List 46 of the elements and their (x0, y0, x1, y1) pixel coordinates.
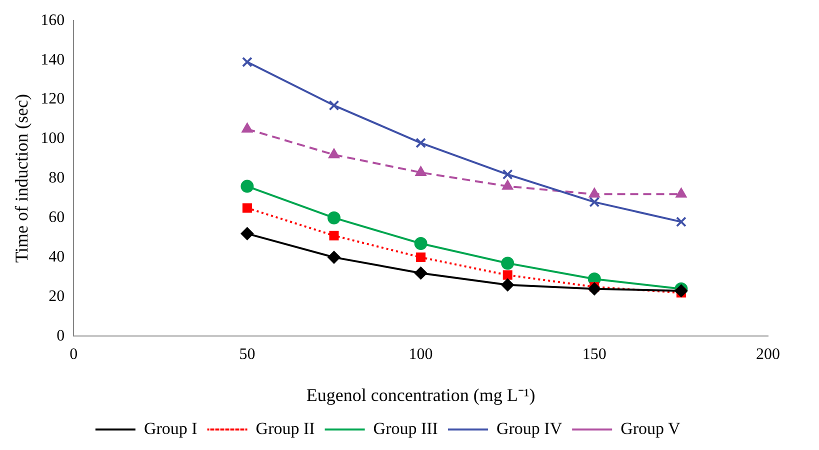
point (329, 230, 339, 240)
point (589, 196, 600, 208)
point (501, 278, 514, 292)
point (414, 266, 428, 280)
point (588, 282, 601, 296)
point (240, 227, 254, 240)
point (242, 122, 253, 133)
y-tick-label: 120 (40, 90, 65, 108)
point (502, 180, 514, 190)
point (676, 216, 686, 228)
y-tick-label: 20 (48, 288, 65, 305)
legend-label: Group I (144, 418, 198, 438)
y-tick-label: 80 (48, 170, 65, 187)
legend-label: Group V (620, 418, 681, 438)
x-tick-label: 50 (239, 346, 256, 364)
point (416, 252, 426, 262)
point (328, 148, 340, 158)
y-tick-label: 40 (48, 248, 65, 266)
y-tick-label: 0 (56, 327, 65, 344)
point (416, 138, 426, 148)
point (414, 236, 428, 250)
x-tick-label: 0 (70, 346, 78, 364)
x-tick-label: 150 (582, 346, 606, 364)
y-tick-label: 100 (40, 130, 65, 148)
y-axis-title: Time of induction (sec) (12, 94, 32, 263)
point (328, 250, 340, 264)
point (328, 100, 340, 111)
y-tick-label: 60 (48, 209, 65, 226)
legend-label: Group IV (496, 418, 563, 438)
x-axis-title: Eugenol concentration (mg L⁻¹) (306, 384, 536, 405)
y-tick-label: 140 (40, 51, 65, 68)
legend-label: Group II (256, 418, 316, 438)
point (415, 166, 426, 176)
x-tick-label: 200 (756, 346, 780, 364)
point (502, 169, 513, 180)
x-tick-label: 100 (408, 346, 433, 364)
point (588, 188, 600, 198)
legend-label: Group III (373, 418, 438, 438)
y-tick-label: 160 (40, 12, 65, 29)
point (242, 203, 252, 213)
point (242, 56, 252, 68)
point (502, 270, 512, 280)
point (240, 180, 254, 193)
point (676, 188, 687, 198)
point (501, 256, 514, 270)
point (328, 211, 340, 224)
